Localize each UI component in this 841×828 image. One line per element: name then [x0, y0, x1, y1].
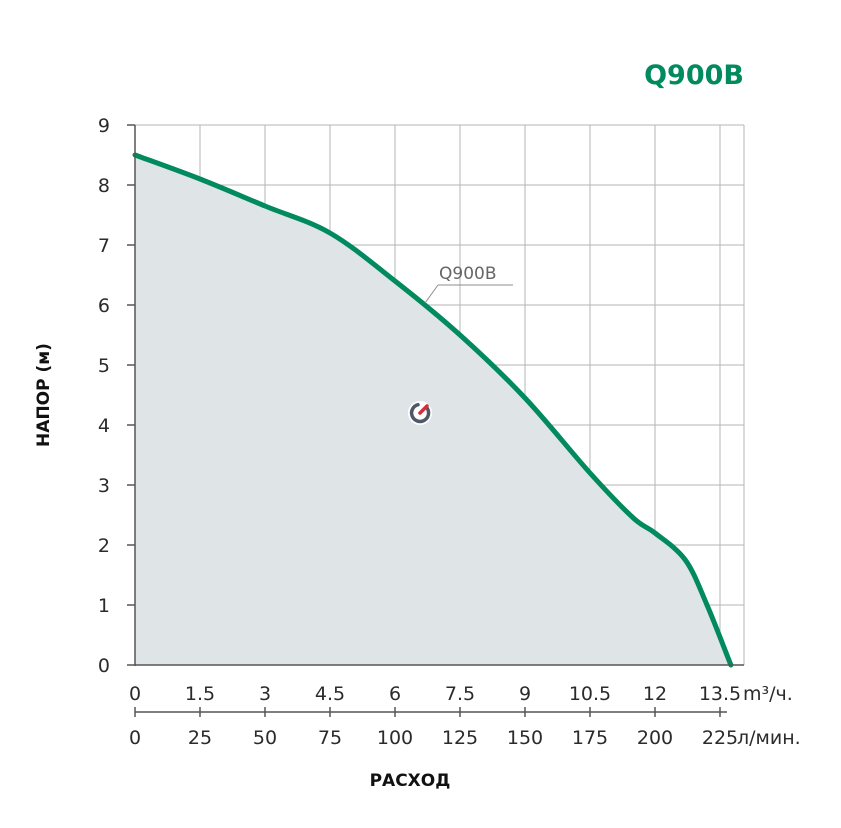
x-tick-label-lmin-9: 225	[702, 727, 738, 749]
x-unit-primary: m³/ч.	[743, 683, 793, 705]
chart-title: Q900B	[644, 60, 744, 91]
x-unit-secondary: л/мин.	[737, 727, 801, 749]
x-tick-label-m3h-7: 10.5	[569, 683, 611, 705]
y-tick-label-1: 1	[98, 595, 110, 617]
x-tick-label-lmin-4: 100	[377, 727, 413, 749]
y-tick-label-7: 7	[98, 235, 110, 257]
area-fill	[135, 155, 731, 665]
y-tick-label-2: 2	[98, 535, 110, 557]
x-tick-label-m3h-8: 12	[643, 683, 667, 705]
watermark-logo-icon	[408, 401, 432, 425]
y-tick-label-9: 9	[98, 115, 110, 137]
y-axis-title: НАПОР (м)	[34, 343, 54, 447]
series-line-q900b	[132, 152, 734, 668]
x-tick-label-lmin-2: 50	[253, 727, 277, 749]
x-tick-label-lmin-0: 0	[129, 727, 141, 749]
x-tick-label-lmin-6: 150	[507, 727, 543, 749]
y-tick-label-3: 3	[98, 475, 110, 497]
x-tick-label-m3h-9: 13.5	[699, 683, 741, 705]
series-label-leader	[424, 284, 439, 304]
x-tick-label-m3h-3: 4.5	[315, 683, 345, 705]
axes	[127, 124, 744, 717]
x-tick-label-m3h-5: 7.5	[445, 683, 475, 705]
x-tick-label-lmin-8: 200	[637, 727, 673, 749]
x-tick-label-lmin-3: 75	[318, 727, 342, 749]
y-tick-label-0: 0	[98, 655, 110, 677]
x-tick-label-lmin-1: 25	[188, 727, 212, 749]
x-tick-labels-lmin: 0 25 50 75 100 125 150 175 200 225	[129, 727, 738, 749]
x-tick-label-m3h-6: 9	[519, 683, 531, 705]
x-tick-label-m3h-4: 6	[389, 683, 401, 705]
y-tick-labels: 0 1 2 3 4 5 6 7 8 9	[98, 115, 110, 677]
y-tick-label-4: 4	[98, 415, 110, 437]
series-label-q900b: Q900B	[439, 264, 497, 284]
x-tick-label-m3h-2: 3	[259, 683, 271, 705]
x-axis-title: РАСХОД	[370, 771, 451, 791]
y-tick-label-8: 8	[98, 175, 110, 197]
y-tick-label-5: 5	[98, 355, 110, 377]
x-tick-labels-m3h: 0 1.5 3 4.5 6 7.5 9 10.5 12 13.5	[129, 683, 741, 705]
x-tick-label-lmin-5: 125	[442, 727, 478, 749]
y-tick-label-6: 6	[98, 295, 110, 317]
x-tick-label-m3h-1: 1.5	[185, 683, 215, 705]
x-tick-label-lmin-7: 175	[572, 727, 608, 749]
x-tick-label-m3h-0: 0	[129, 683, 141, 705]
